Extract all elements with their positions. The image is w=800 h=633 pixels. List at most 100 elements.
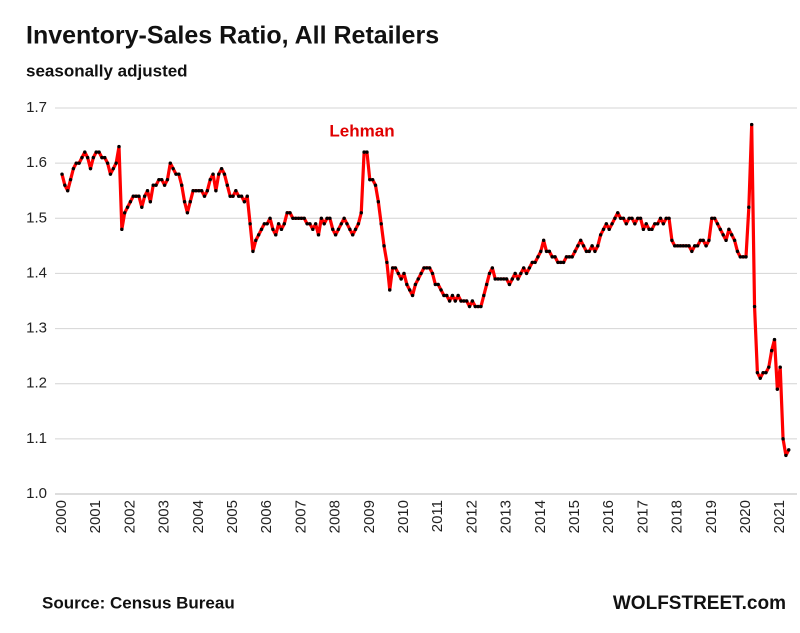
data-point: [775, 387, 780, 391]
data-point: [701, 238, 705, 243]
data-point: [564, 255, 569, 259]
data-point: [103, 155, 107, 160]
data-point: [296, 216, 301, 220]
data-point: [140, 205, 144, 209]
data-point: [490, 266, 495, 270]
data-point: [368, 177, 372, 182]
data-point: [513, 271, 517, 276]
data-point: [419, 271, 423, 276]
data-point: [197, 189, 201, 193]
data-point: [251, 249, 255, 254]
data-point: [447, 299, 452, 303]
data-point: [393, 266, 398, 270]
data-point: [504, 277, 509, 281]
data-point: [157, 177, 161, 182]
data-point: [410, 293, 415, 298]
data-point: [621, 216, 626, 220]
data-point: [237, 194, 241, 198]
x-tick-label: 2006: [258, 500, 275, 533]
data-point: [202, 194, 207, 198]
x-tick-label: 2010: [395, 500, 412, 533]
data-point: [633, 222, 637, 226]
data-point: [559, 260, 563, 265]
data-point: [781, 437, 785, 441]
data-point: [319, 216, 324, 220]
data-point: [593, 249, 597, 254]
data-point: [316, 233, 321, 237]
data-point: [422, 266, 426, 270]
x-tick-label: 2012: [463, 500, 480, 533]
data-point: [590, 244, 594, 248]
data-point: [641, 227, 646, 232]
data-point: [695, 244, 700, 248]
data-point: [624, 222, 628, 226]
data-point: [653, 222, 657, 226]
data-point: [724, 238, 728, 243]
data-point: [730, 233, 734, 237]
x-tick-label: 2020: [737, 500, 754, 533]
data-point: [556, 260, 560, 265]
data-point: [772, 337, 777, 342]
data-point: [356, 222, 361, 226]
data-point: [285, 211, 289, 215]
data-point: [370, 177, 375, 182]
data-point: [137, 194, 141, 198]
chart-title: Inventory-Sales Ratio, All Retailers: [26, 22, 439, 50]
data-point: [767, 365, 771, 369]
data-point: [262, 222, 267, 226]
data-point: [328, 216, 332, 220]
data-point: [627, 216, 631, 220]
data-point: [499, 277, 503, 281]
data-point: [382, 244, 386, 248]
data-point: [462, 299, 466, 303]
data-point: [276, 222, 281, 226]
data-point: [376, 200, 381, 204]
data-point: [425, 266, 429, 270]
data-point: [333, 233, 338, 237]
data-point: [60, 172, 64, 176]
data-point: [222, 172, 227, 176]
data-point: [71, 166, 76, 171]
data-point: [784, 453, 788, 458]
data-point: [248, 222, 252, 226]
data-point: [342, 216, 346, 220]
data-point: [607, 227, 611, 232]
data-point: [541, 238, 546, 243]
data-point: [134, 194, 138, 198]
data-point: [271, 227, 275, 232]
data-point: [97, 150, 101, 154]
data-point: [331, 227, 335, 232]
data-point: [305, 222, 309, 226]
data-point: [616, 211, 620, 215]
data-point: [456, 293, 460, 298]
data-point: [353, 227, 358, 232]
data-point: [450, 293, 455, 298]
data-point: [168, 161, 172, 165]
data-point: [636, 216, 640, 220]
data-point: [638, 216, 643, 220]
data-point: [405, 282, 409, 287]
x-tick-label: 2016: [600, 500, 617, 533]
data-point: [154, 183, 158, 187]
data-point: [459, 299, 463, 303]
data-point: [584, 249, 589, 254]
y-tick-label: 1.4: [26, 264, 47, 281]
data-point: [755, 370, 760, 375]
data-point: [413, 282, 418, 287]
data-point: [339, 222, 343, 226]
data-point: [74, 161, 78, 165]
data-point: [482, 293, 486, 298]
data-point: [259, 227, 264, 232]
data-point: [171, 166, 175, 171]
data-point: [502, 277, 506, 281]
data-point: [470, 299, 475, 303]
data-point: [647, 227, 651, 232]
data-point: [693, 244, 697, 248]
data-point: [199, 189, 204, 193]
data-point: [225, 183, 229, 187]
data-point: [105, 161, 110, 165]
data-point: [524, 271, 529, 276]
data-point: [465, 299, 469, 303]
data-point: [100, 155, 104, 160]
data-point: [214, 189, 218, 193]
